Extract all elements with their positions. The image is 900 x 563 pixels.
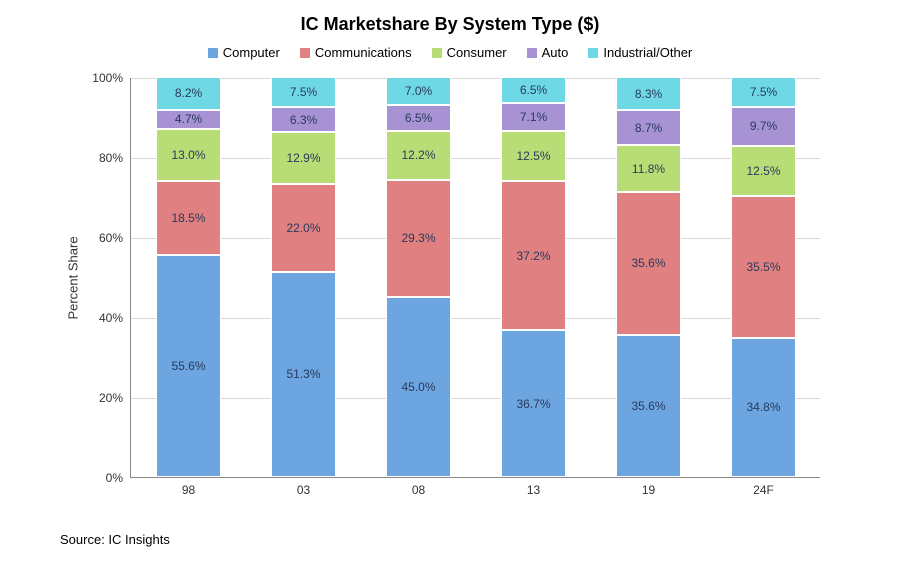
bar-segment: 22.0%: [271, 184, 335, 272]
y-tick-label: 40%: [99, 311, 131, 325]
legend-label: Computer: [223, 45, 280, 60]
x-tick-label: 13: [501, 477, 565, 497]
bar-segment: 12.9%: [271, 132, 335, 184]
x-tick-label: 19: [616, 477, 680, 497]
x-tick-label: 03: [271, 477, 335, 497]
bar-segment: 7.1%: [501, 103, 565, 131]
bar-segment: 6.5%: [386, 105, 450, 131]
legend-label: Consumer: [447, 45, 507, 60]
bar-segment: 35.5%: [731, 196, 795, 338]
bar-segment: 29.3%: [386, 180, 450, 297]
legend-swatch: [432, 48, 442, 58]
bar-segment: 36.7%: [501, 330, 565, 477]
bar-segment: 6.5%: [501, 77, 565, 103]
bar-segment: 8.2%: [156, 77, 220, 110]
bar-column: 51.3%22.0%12.9%6.3%7.5%03: [271, 77, 335, 477]
bar-column: 55.6%18.5%13.0%4.7%8.2%98: [156, 77, 220, 477]
bar-segment: 13.0%: [156, 129, 220, 181]
bar-segment: 8.3%: [616, 77, 680, 110]
bar-segment: 34.8%: [731, 338, 795, 477]
bar-segment: 45.0%: [386, 297, 450, 477]
bar-segment: 7.5%: [271, 77, 335, 107]
bar-segment: 18.5%: [156, 181, 220, 255]
bar-segment: 11.8%: [616, 145, 680, 192]
legend-swatch: [300, 48, 310, 58]
chart-legend: Computer Communications Consumer Auto Indust…: [0, 44, 900, 60]
legend-label: Auto: [542, 45, 569, 60]
source-attribution: Source: IC Insights: [60, 532, 170, 547]
legend-swatch: [527, 48, 537, 58]
gridline: [131, 158, 820, 159]
gridline: [131, 318, 820, 319]
bar-segment: 51.3%: [271, 272, 335, 477]
x-tick-label: 08: [386, 477, 450, 497]
plot-area: Percent Share 0%20%40%60%80%100%55.6%18.…: [130, 78, 820, 478]
bar-column: 45.0%29.3%12.2%6.5%7.0%08: [386, 77, 450, 477]
y-axis-label: Percent Share: [66, 236, 81, 319]
bar-column: 34.8%35.5%12.5%9.7%7.5%24F: [731, 77, 795, 477]
legend-label: Communications: [315, 45, 412, 60]
legend-label: Industrial/Other: [603, 45, 692, 60]
bar-segment: 37.2%: [501, 181, 565, 330]
chart-container: IC Marketshare By System Type ($) Comput…: [0, 0, 900, 563]
chart-title: IC Marketshare By System Type ($): [0, 14, 900, 35]
legend-item: Computer: [208, 44, 280, 60]
y-tick-label: 20%: [99, 391, 131, 405]
y-tick-label: 100%: [92, 71, 131, 85]
legend-item: Auto: [527, 44, 569, 60]
y-tick-label: 0%: [106, 471, 131, 485]
bar-segment: 7.0%: [386, 77, 450, 105]
bar-segment: 35.6%: [616, 192, 680, 334]
gridline: [131, 238, 820, 239]
bar-segment: 9.7%: [731, 107, 795, 146]
legend-swatch: [208, 48, 218, 58]
y-tick-label: 80%: [99, 151, 131, 165]
bar-segment: 12.5%: [731, 146, 795, 196]
bar-column: 35.6%35.6%11.8%8.7%8.3%19: [616, 77, 680, 477]
bar-segment: 8.7%: [616, 110, 680, 145]
x-tick-label: 98: [156, 477, 220, 497]
legend-item: Industrial/Other: [588, 44, 692, 60]
legend-swatch: [588, 48, 598, 58]
y-tick-label: 60%: [99, 231, 131, 245]
bar-segment: 12.5%: [501, 131, 565, 181]
gridline: [131, 78, 820, 79]
x-tick-label: 24F: [731, 477, 795, 497]
gridline: [131, 398, 820, 399]
legend-item: Consumer: [432, 44, 507, 60]
bar-segment: 55.6%: [156, 255, 220, 477]
bar-segment: 6.3%: [271, 107, 335, 132]
bar-segment: 7.5%: [731, 77, 795, 107]
legend-item: Communications: [300, 44, 412, 60]
bar-segment: 12.2%: [386, 131, 450, 180]
bar-segment: 4.7%: [156, 110, 220, 129]
bar-segment: 35.6%: [616, 335, 680, 477]
bar-column: 36.7%37.2%12.5%7.1%6.5%13: [501, 77, 565, 477]
